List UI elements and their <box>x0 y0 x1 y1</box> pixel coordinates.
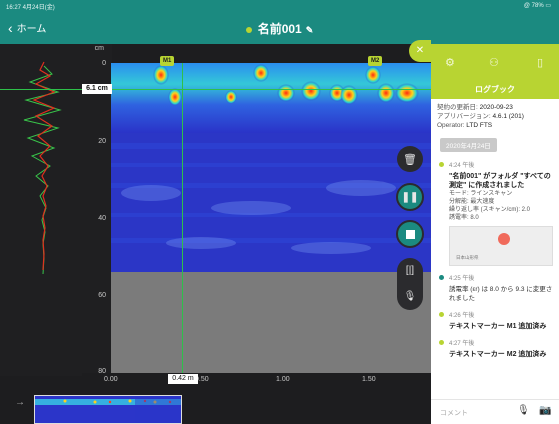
logbook-header: ⚙ ⚇ ▯ ログブック <box>431 44 559 99</box>
back-label: ホーム <box>16 24 47 35</box>
status-bar: 16:27 4月24日(金) @ 78% ▭ <box>0 0 559 11</box>
entry-time: 4:27 午後 <box>449 341 475 347</box>
ruler-tick: 80 <box>98 368 106 375</box>
entry-title: "名前001" がフォルダ "すべての測定" に作成されました <box>449 173 551 189</box>
stop-button[interactable] <box>396 220 424 248</box>
logbook-body[interactable]: 契約の更新日: 2020-09-23 アプリバージョン: 4.6.1 (201)… <box>431 99 559 399</box>
depth-crosshair-line[interactable] <box>0 89 431 90</box>
log-entry[interactable]: 4:26 午後 テキストマーカー M1 追加済み <box>437 310 553 331</box>
chevron-left-icon: ‹ <box>8 19 13 36</box>
position-readout: 0.42 m <box>168 374 198 384</box>
x-tick: 0.00 <box>104 376 118 383</box>
panel-icon[interactable]: ▯ <box>537 57 544 69</box>
scan-title: 名前001 ✎ <box>0 20 559 37</box>
log-entry[interactable]: 4:24 午後 "名前001" がフォルダ "すべての測定" に作成されました … <box>437 160 553 266</box>
entry-time: 4:25 午後 <box>449 276 475 282</box>
entry-text: 誘電率 (εr) は 8.0 から 9.3 に変更されました <box>449 286 553 302</box>
arrow-right-icon[interactable]: → <box>15 397 25 408</box>
overview-bar: → <box>0 387 431 424</box>
entry-title: テキストマーカー M1 追加済み <box>449 323 547 330</box>
tool-group: [|] 🎙 <box>397 258 423 310</box>
scan-name: 名前001 <box>257 22 302 36</box>
marker-m1[interactable]: M1 <box>160 56 175 66</box>
entry-title: テキストマーカー M2 追加済み <box>449 351 547 358</box>
marker-m2[interactable]: M2 <box>368 56 383 66</box>
entry-meta: 分解能: 最大速度 <box>449 199 495 205</box>
close-logbook-button[interactable]: ✕ <box>409 40 431 62</box>
camera-icon[interactable]: 📷 <box>539 405 552 416</box>
entry-time: 4:26 午後 <box>449 313 475 319</box>
ruler-tick: 20 <box>98 138 106 145</box>
pencil-icon[interactable]: ✎ <box>305 25 314 35</box>
settings-icon[interactable]: ⚙ <box>445 57 455 69</box>
info-row: アプリバージョン: 4.6.1 (201) <box>437 113 524 120</box>
close-icon: ✕ <box>415 45 425 56</box>
delete-button[interactable]: 🗑 <box>397 146 423 172</box>
log-entry[interactable]: 4:27 午後 テキストマーカー M2 追加済み <box>437 338 553 359</box>
comment-bar: コメント 🎙 📷 <box>431 399 559 424</box>
position-crosshair-line[interactable] <box>182 63 183 383</box>
pause-button[interactable]: ❚❚ <box>396 183 424 211</box>
x-tick: 0.50 <box>195 376 209 383</box>
gpr-scan-view[interactable] <box>111 63 431 373</box>
ruler-tick: 40 <box>98 215 106 222</box>
trash-icon: 🗑 <box>403 153 417 166</box>
x-tick: 1.50 <box>362 376 376 383</box>
date-header: 2020年4月24日 <box>440 138 497 152</box>
location-map[interactable]: 日本山形県 <box>449 226 553 266</box>
status-time: 16:27 4月24日(金) <box>6 5 55 11</box>
mic-icon[interactable]: 🎙 <box>403 291 417 302</box>
pause-icon: ❚❚ <box>401 191 419 203</box>
trace-panel <box>0 44 82 376</box>
depth-readout: 6.1 cm <box>82 84 112 94</box>
title-status-dot <box>245 26 252 33</box>
mic-icon[interactable]: 🎙 <box>517 405 530 416</box>
entry-meta: 繰り返し率 (スキャン/cm): 2.0 <box>449 207 531 213</box>
ruler-unit: cm <box>94 45 104 52</box>
entry-dot <box>439 162 444 167</box>
stop-icon <box>405 229 415 239</box>
split-icon[interactable]: [|] <box>405 265 415 276</box>
no-data-zone <box>111 272 431 373</box>
ruler-tick: 0 <box>102 60 106 67</box>
nav-bar: ‹ ホーム 名前001 ✎ <box>0 11 559 44</box>
logbook-title: ログブック <box>475 85 515 94</box>
ruler-tick: 60 <box>98 292 106 299</box>
depth-ruler: cm 0 20 40 60 80 <box>82 44 112 376</box>
back-button[interactable]: ‹ ホーム <box>8 19 47 36</box>
overview-thumbnail[interactable] <box>34 395 182 424</box>
battery-indicator: @ 78% ▭ <box>523 3 551 9</box>
probe-icon[interactable]: ⚇ <box>489 57 499 69</box>
entry-time: 4:24 午後 <box>449 163 475 169</box>
device-info: 契約の更新日: 2020-09-23 アプリバージョン: 4.6.1 (201)… <box>437 99 553 130</box>
map-label: 日本山形県 <box>456 255 479 260</box>
distance-axis: 0.00 0.50 1.00 1.50 <box>82 373 431 387</box>
info-row: Operator: LTD FTS <box>437 122 493 129</box>
entry-meta: 誘電率: 8.0 <box>449 215 479 221</box>
entry-dot <box>439 312 444 317</box>
log-entry[interactable]: 4:25 午後 誘電率 (εr) は 8.0 から 9.3 に変更されました <box>437 273 553 303</box>
entry-dot <box>439 340 444 345</box>
overview-image <box>35 396 181 423</box>
entry-dot <box>439 275 444 280</box>
info-row: 契約の更新日: 2020-09-23 <box>437 104 513 111</box>
entry-meta: モード: ラインスキャン <box>449 191 513 197</box>
comment-input[interactable]: コメント <box>440 410 468 417</box>
map-pin-icon <box>498 233 510 245</box>
logbook-panel: ⚙ ⚇ ▯ ログブック 契約の更新日: 2020-09-23 アプリバージョン:… <box>431 44 559 424</box>
a-scan-trace <box>23 61 62 275</box>
x-tick: 1.00 <box>276 376 290 383</box>
